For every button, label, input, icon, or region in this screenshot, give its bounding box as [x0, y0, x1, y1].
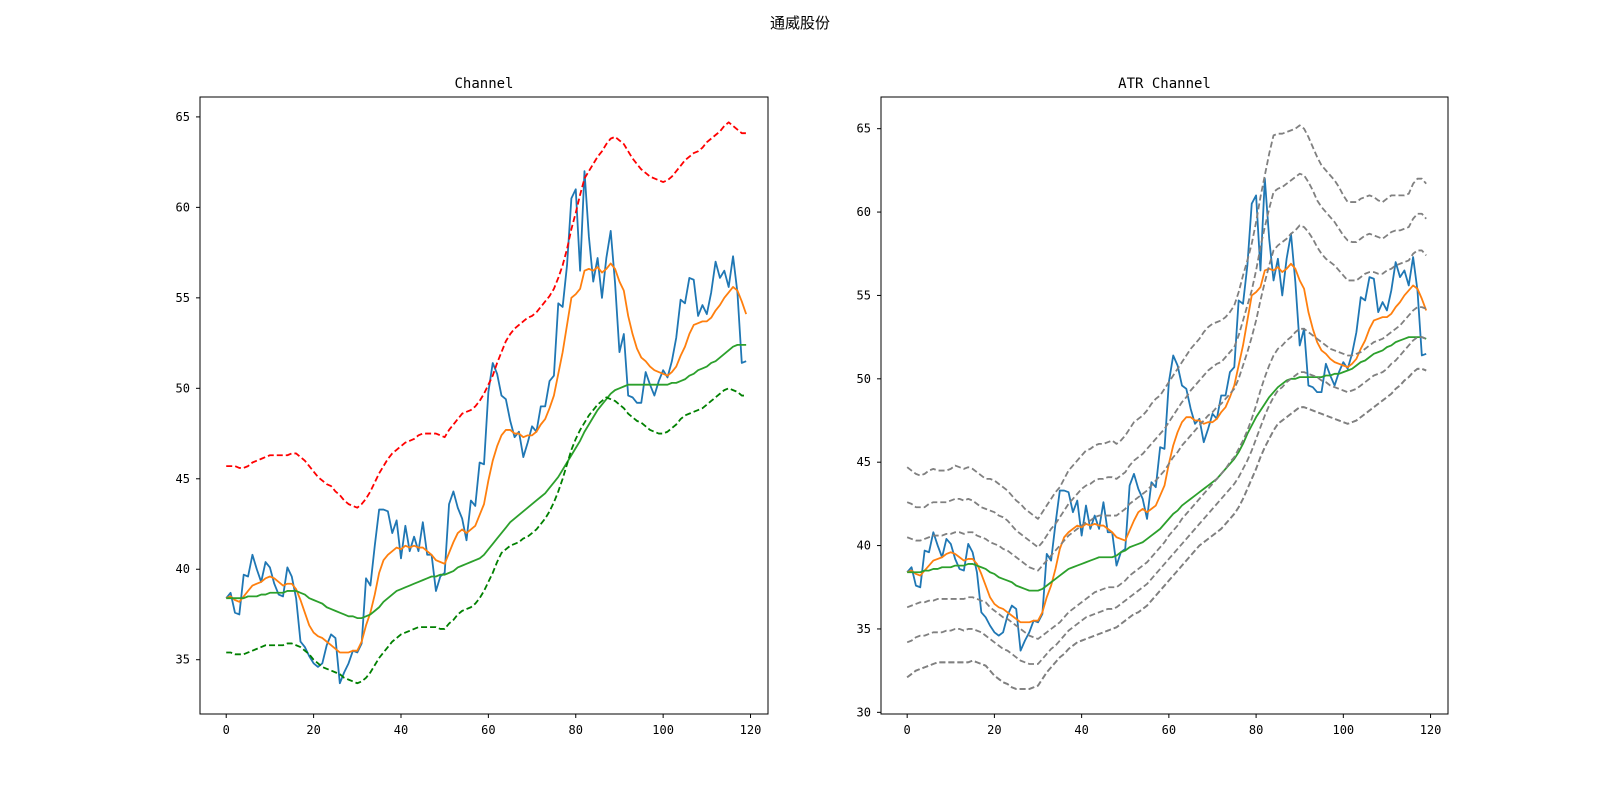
- chart-1-x-tick-label: 60: [481, 723, 495, 737]
- chart-1-x-tick-label: 40: [394, 723, 408, 737]
- chart-1-y-tick-label: 35: [176, 653, 190, 667]
- chart-1-series-line-4: [226, 121, 747, 509]
- chart-1-series-line-1: [225, 170, 747, 685]
- chart-2-series-line-1: [906, 177, 1427, 652]
- chart-2-y-tick-label: 40: [857, 539, 871, 553]
- chart-1-series-line-3: [226, 343, 747, 619]
- chart-2-x-tick-label: 80: [1249, 723, 1263, 737]
- chart-1-y-tick-label: 45: [176, 472, 190, 486]
- chart-1-y-tick-label: 40: [176, 562, 190, 576]
- chart-2-x-tick-label: 100: [1332, 723, 1354, 737]
- chart-2-x-tick-label: 20: [987, 723, 1001, 737]
- chart-2-series-line-10: [906, 367, 1427, 690]
- chart-1-x-tick-label: 20: [306, 723, 320, 737]
- chart-2-y-tick-label: 30: [857, 705, 871, 719]
- chart-1-y-tick-label: 50: [176, 381, 190, 395]
- chart-1-series-line-5: [226, 387, 747, 685]
- chart-2-y-tick-label: 45: [857, 455, 871, 469]
- chart-2-x-tick-label: 120: [1420, 723, 1442, 737]
- chart-2-series-line-5: [906, 172, 1427, 549]
- chart-1-y-tick-label: 55: [176, 291, 190, 305]
- chart-2-y-tick-label: 50: [857, 372, 871, 386]
- chart-2-x-tick-label: 60: [1162, 723, 1176, 737]
- chart-2-y-tick-label: 60: [857, 205, 871, 219]
- chart-2-series-line-3: [907, 336, 1427, 592]
- chart-2-series-line-4: [906, 124, 1427, 520]
- chart-1-y-tick-label: 65: [176, 110, 190, 124]
- chart-1-y-tick-label: 60: [176, 200, 190, 214]
- chart-1-x-tick-label: 0: [223, 723, 230, 737]
- chart-1-x-tick-label: 120: [740, 723, 762, 737]
- chart-2-y-tick-label: 35: [857, 622, 871, 636]
- chart-1-title: Channel: [454, 76, 513, 92]
- chart-2-series-line-6: [906, 224, 1427, 572]
- chart-2-y-tick-label: 65: [857, 122, 871, 136]
- figure-title: 通威股份: [769, 14, 830, 32]
- chart-2-x-tick-label: 40: [1074, 723, 1088, 737]
- chart-1-axes-frame: [199, 96, 769, 715]
- chart-2-title: ATR Channel: [1118, 76, 1211, 92]
- chart-1-series-line-2: [225, 262, 748, 654]
- chart-2-series-line-8: [906, 336, 1427, 665]
- chart-1-x-tick-label: 100: [652, 723, 674, 737]
- chart-2-axes-frame: [880, 96, 1449, 715]
- chart-2-series-line-7: [906, 306, 1427, 640]
- chart-2-y-tick-label: 55: [857, 288, 871, 302]
- chart-1-x-tick-label: 80: [569, 723, 583, 737]
- chart-2-x-tick-label: 0: [904, 723, 911, 737]
- chart-2-series-line-2: [906, 262, 1428, 624]
